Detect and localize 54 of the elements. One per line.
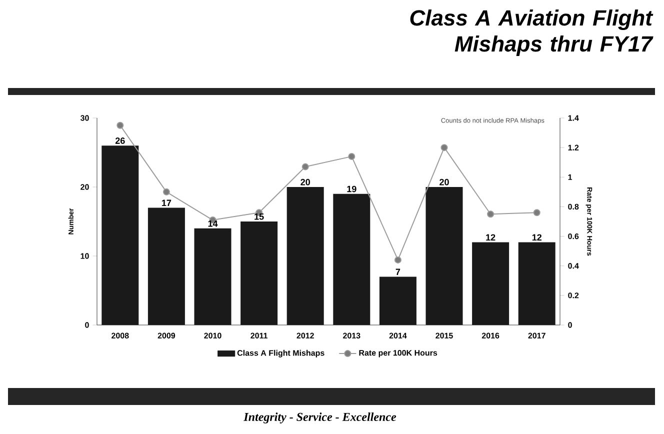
x-tick-label: 2013 [343,332,360,338]
bar [286,187,324,325]
x-tick-label: 2009 [158,332,176,338]
point [487,210,494,218]
x-tick-label: 2014 [389,332,407,338]
data-label: 17 [162,200,172,206]
data-label: 12 [532,234,542,240]
data-label: 26 [115,138,125,144]
y-tick-label: 10 [80,253,89,259]
x-tick-label: 2016 [482,332,500,338]
data-label: 20 [440,178,449,186]
bar [240,222,278,325]
y2-tick-label: 0 [568,322,572,328]
x-tick-label: 2011 [250,332,268,338]
point [116,122,124,129]
data-label: 14 [208,220,218,227]
bar [194,228,232,325]
text: Integrity - Service - Excellence [244,412,396,424]
x-tick-label: 2012 [296,332,314,338]
y2-tick-label: 0.8 [568,204,579,210]
point [162,188,170,196]
bar [426,187,463,325]
chart-title: Class A Aviation Flight Mishaps thru FY17 [410,10,654,56]
bar [333,194,370,325]
bar [102,146,139,325]
y2-tick-label: 1.2 [568,144,579,150]
y-tick-label: 0 [85,322,89,328]
legend-label: Rate per 100K Hours [359,350,438,358]
y2-tick-label: 0.4 [568,263,579,269]
bar [472,242,510,325]
y2-tick-label: 1.4 [568,115,579,121]
point [348,152,356,160]
y-tick-label: 30 [80,115,89,121]
bar [518,242,556,325]
x-tick-label: 2017 [528,332,546,338]
data-label: 19 [347,186,356,192]
x-tick-label: 2015 [436,332,453,338]
data-label: 15 [254,214,264,220]
y2-tick-label: 0.6 [568,233,579,240]
point [440,144,448,152]
data-label: 7 [396,268,400,275]
y2-tick-label: 1 [568,174,572,180]
point [394,256,402,264]
x-tick-label: 2008 [112,332,129,338]
y-tick-label: 20 [80,184,89,190]
legend-label: Class A Flight Mishaps [237,350,324,358]
x-tick-label: 2010 [204,332,222,338]
data-label: 12 [486,234,496,240]
point [302,163,309,170]
y2-tick-label: 0.2 [568,292,579,298]
point [533,209,540,216]
bar [379,276,416,325]
data-label: 20 [300,178,310,186]
bar [148,208,185,325]
